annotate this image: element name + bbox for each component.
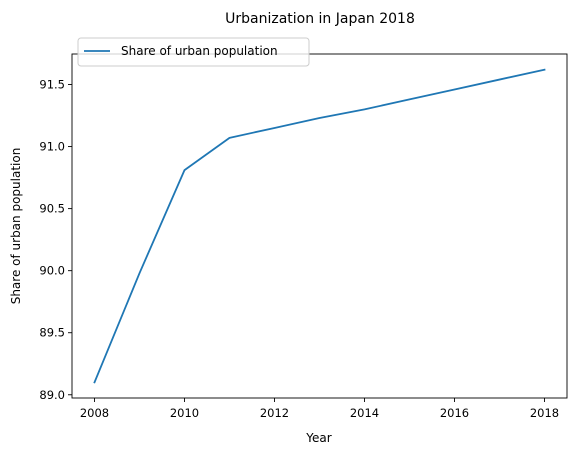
- x-tick-label: 2018: [530, 406, 559, 420]
- y-tick-label: 91.0: [39, 140, 65, 154]
- data-point-2016: [454, 89, 455, 90]
- data-point-2017: [499, 79, 500, 80]
- data-point-2013: [319, 117, 320, 118]
- x-axis-label: Year: [305, 431, 331, 445]
- x-tick-label: 2016: [440, 406, 469, 420]
- y-tick-label: 90.5: [39, 202, 65, 216]
- x-tick-label: 2008: [80, 406, 109, 420]
- data-point-2010: [184, 170, 185, 171]
- data-point-2012: [274, 127, 275, 128]
- y-axis-label: Share of urban population: [9, 148, 23, 305]
- y-tick-label: 89.5: [39, 326, 65, 340]
- x-tick-label: 2014: [350, 406, 379, 420]
- chart-title: Urbanization in Japan 2018: [225, 11, 415, 27]
- y-tick-label: 89.0: [39, 388, 65, 402]
- data-point-2011: [229, 137, 230, 138]
- y-tick-label: 90.0: [39, 264, 65, 278]
- data-point-2008: [94, 382, 95, 383]
- x-tick-label: 2012: [260, 406, 289, 420]
- data-point-2014: [364, 109, 365, 110]
- data-point-2009: [139, 273, 140, 274]
- legend: Share of urban population: [78, 38, 309, 66]
- x-tick-label: 2010: [170, 406, 199, 420]
- y-tick-label: 91.5: [39, 78, 65, 92]
- data-point-2015: [409, 99, 410, 100]
- data-point-2018: [544, 69, 545, 70]
- legend-label: Share of urban population: [121, 44, 278, 58]
